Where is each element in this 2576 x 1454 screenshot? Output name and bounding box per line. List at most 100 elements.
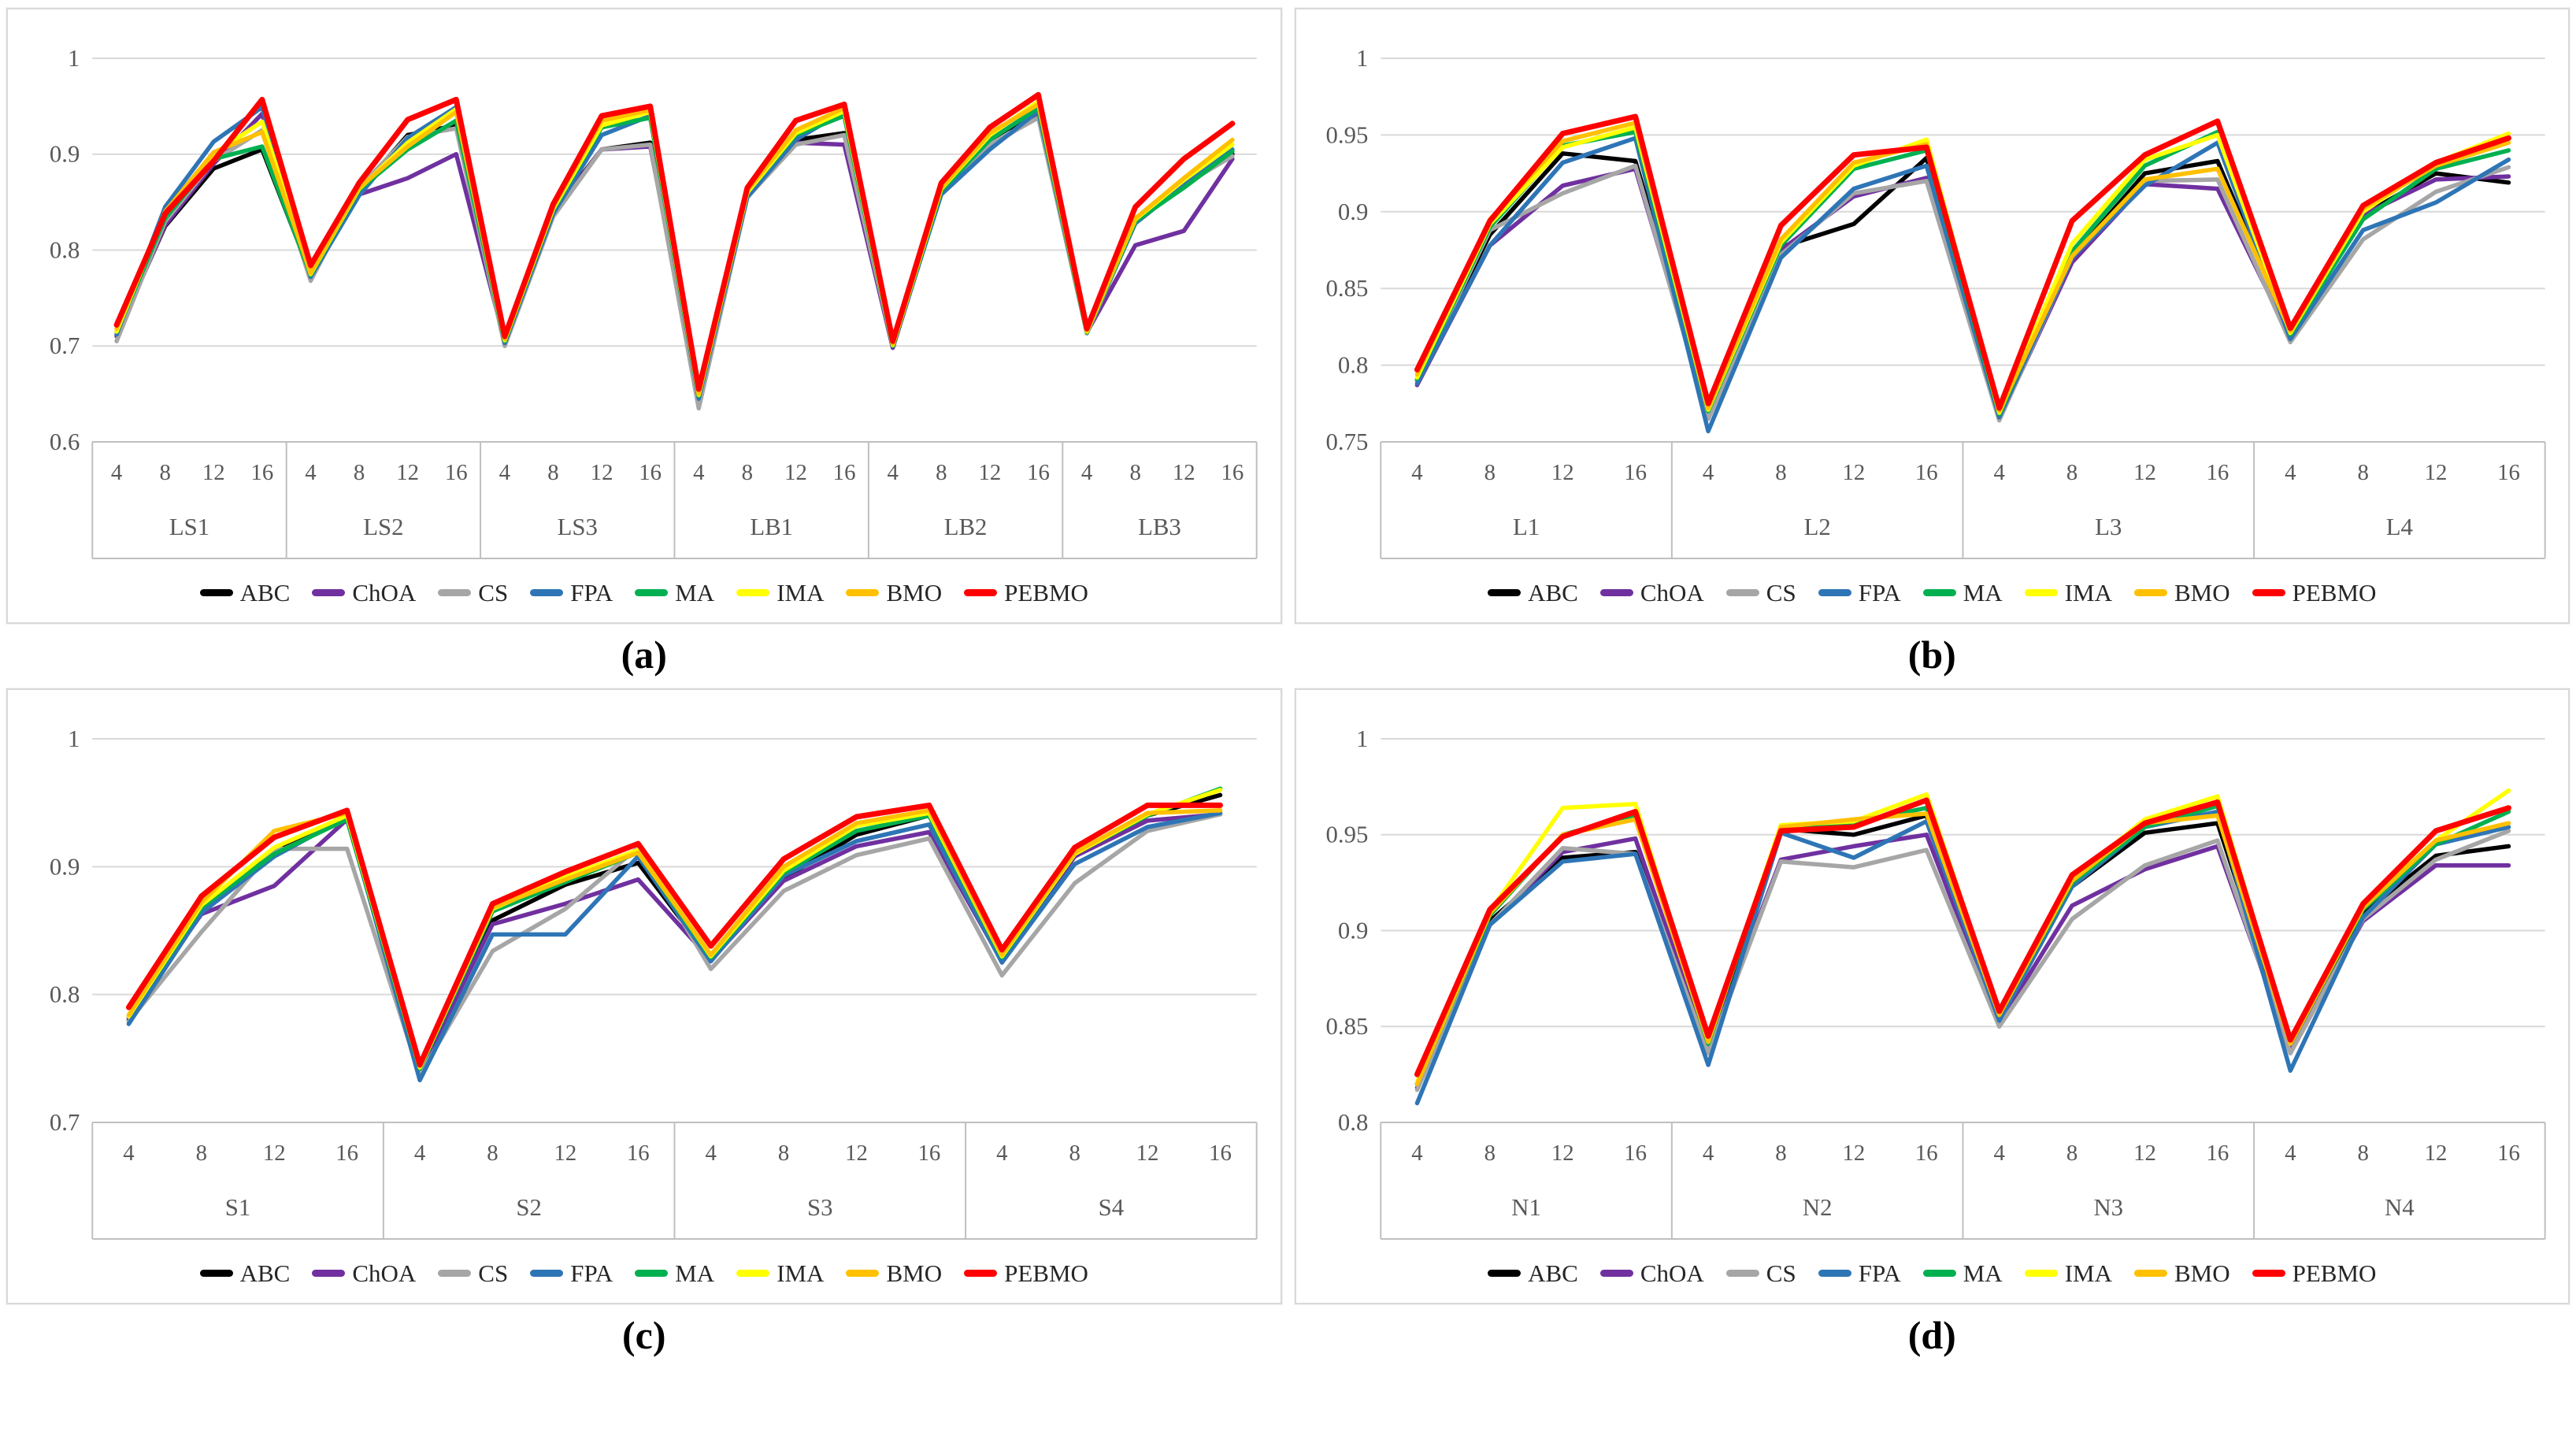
- y-tick-label: 0.9: [50, 852, 80, 880]
- x-tick-label: 12: [2424, 460, 2447, 485]
- series-line-PEBMO: [113, 91, 1236, 392]
- x-group-label: N1: [1511, 1193, 1541, 1221]
- legend-item-IMA: IMA: [736, 1261, 824, 1285]
- x-tick-label: 8: [1775, 1141, 1786, 1166]
- legend-item-BMO: BMO: [2133, 578, 2230, 606]
- legend-marker-ABC: [199, 1269, 233, 1277]
- x-tick-label: 8: [2357, 1141, 2368, 1166]
- y-tick-label: 0.7: [50, 1108, 80, 1136]
- x-tick-label: 12: [396, 460, 419, 485]
- legend-item-FPA: FPA: [1818, 1261, 1901, 1285]
- x-group-label: N4: [2385, 1193, 2415, 1221]
- y-tick-label: 0.95: [1325, 121, 1368, 148]
- x-group-label: S3: [807, 1193, 832, 1221]
- y-tick-label: 0.9: [1337, 198, 1367, 225]
- x-tick-label: 4: [693, 460, 704, 485]
- series-line-CS: [1414, 163, 2511, 423]
- series-line-ChOA: [126, 812, 1223, 1074]
- legend-item-PEBMO: PEBMO: [964, 1261, 1088, 1285]
- x-tick-label: 12: [1173, 460, 1195, 485]
- legend-marker-ChOA: [1599, 588, 1633, 596]
- legend-marker-MA: [1922, 588, 1956, 596]
- legend-marker-IMA: [2024, 1269, 2058, 1277]
- legend-marker-MA: [1922, 1269, 1956, 1277]
- legend-label: ABC: [1528, 1259, 1578, 1287]
- caption-d: (d): [1907, 1313, 1956, 1357]
- legend-item-ABC: ABC: [199, 1261, 290, 1285]
- series-line-PEBMO: [125, 802, 1223, 1068]
- legend-marker-FPA: [1818, 588, 1851, 596]
- legend-item-FPA: FPA: [530, 1261, 613, 1285]
- x-tick-label: 16: [2206, 460, 2229, 485]
- x-tick-label: 4: [1993, 460, 2004, 485]
- legend-item-PEBMO: PEBMO: [2252, 1259, 2377, 1287]
- legend-label: MA: [675, 1259, 715, 1287]
- x-group-label: L2: [1803, 513, 1830, 540]
- legend-marker-BMO: [846, 588, 880, 596]
- x-tick-label: 4: [887, 460, 898, 485]
- x-tick-label: 8: [196, 1141, 207, 1166]
- legend-label: CS: [478, 578, 509, 606]
- x-tick-label: 4: [1411, 460, 1422, 485]
- legend-item-CS: CS: [438, 580, 508, 605]
- legend-marker-PEBMO: [2252, 588, 2285, 596]
- legend-label: BMO: [2174, 578, 2230, 606]
- x-tick-label: 12: [2424, 1141, 2447, 1166]
- caption-b: (b): [1907, 632, 1956, 677]
- x-tick-label: 16: [1914, 1141, 1937, 1166]
- legend-label: PEBMO: [2292, 1259, 2377, 1287]
- x-tick-label: 4: [1081, 460, 1092, 485]
- legend-label: MA: [675, 578, 715, 606]
- x-tick-label: 12: [1551, 1141, 1573, 1166]
- x-group-label: LB3: [1138, 513, 1181, 540]
- y-tick-label: 0.9: [50, 140, 80, 168]
- x-tick-label: 16: [1221, 460, 1244, 485]
- legend-item-ABC: ABC: [199, 580, 290, 605]
- legend-item-CS: CS: [1725, 1261, 1796, 1285]
- x-tick-label: 4: [1411, 1141, 1422, 1166]
- x-tick-label: 12: [1842, 460, 1865, 485]
- series-line-FPA: [1414, 809, 2511, 1106]
- x-tick-label: 8: [1129, 460, 1140, 485]
- legend-marker-ChOA: [312, 588, 346, 596]
- x-tick-label: 8: [2357, 460, 2368, 485]
- x-tick-label: 12: [784, 460, 807, 485]
- x-tick-label: 16: [639, 460, 662, 485]
- legend-item-MA: MA: [635, 1261, 714, 1285]
- x-tick-label: 12: [1136, 1141, 1159, 1166]
- legend-label: PEBMO: [1004, 578, 1088, 606]
- legend-marker-BMO: [2133, 588, 2167, 596]
- legend-item-MA: MA: [635, 580, 714, 605]
- y-tick-label: 0.8: [50, 236, 80, 263]
- x-tick-label: 4: [305, 460, 316, 485]
- chart-cell-d: 1 0.95 0.9 0.85 0.8 4 8 12 16 N1 4 8 12 16 N2 4 8 12 16 N3 4…: [1294, 688, 2570, 1366]
- y-tick-label: 0.85: [1325, 274, 1368, 302]
- legend-label: IMA: [777, 1259, 825, 1287]
- x-tick-label: 8: [487, 1141, 498, 1166]
- x-tick-label: 12: [978, 460, 1001, 485]
- legend-item-ChOA: ChOA: [1599, 1259, 1704, 1287]
- y-tick-label: 0.8: [1337, 1108, 1367, 1136]
- legend-item-FPA: FPA: [530, 580, 613, 605]
- legend-marker-PEBMO: [964, 588, 998, 596]
- x-tick-label: 4: [996, 1141, 1007, 1166]
- legend-label: BMO: [886, 578, 943, 606]
- legend-item-FPA: FPA: [1818, 580, 1901, 605]
- caption-c: (c): [622, 1313, 666, 1357]
- legend-marker-IMA: [2024, 588, 2058, 596]
- x-tick-label: 16: [250, 460, 273, 485]
- x-tick-label: 12: [1551, 460, 1573, 485]
- legend-marker-BMO: [2133, 1269, 2167, 1277]
- y-tick-label: 0.7: [50, 332, 80, 359]
- x-tick-label: 12: [845, 1141, 868, 1166]
- x-tick-label: 4: [414, 1141, 425, 1166]
- x-tick-label: 4: [705, 1141, 716, 1166]
- legend-item-ABC: ABC: [1488, 580, 1578, 605]
- legend-marker-CS: [438, 588, 472, 596]
- legend-label: FPA: [570, 1259, 613, 1287]
- legend-marker-ABC: [199, 588, 233, 596]
- series-line-ChOA: [1414, 833, 2511, 1090]
- y-tick-label: 0.75: [1325, 428, 1368, 455]
- legend-label: ChOA: [1640, 1259, 1704, 1287]
- legend-marker-MA: [635, 1269, 669, 1277]
